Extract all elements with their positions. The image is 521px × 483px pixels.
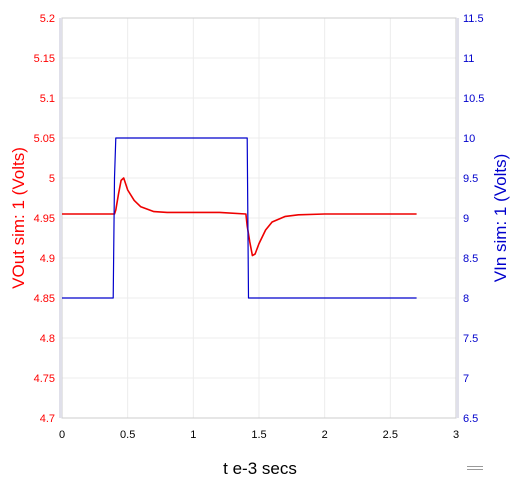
y-left-tick-label: 4.9	[40, 253, 55, 265]
hamburger-icon[interactable]	[467, 466, 483, 473]
y-right-tick-label: 11	[463, 53, 474, 65]
x-tick-label: 0.5	[120, 429, 135, 441]
y-left-tick-label: 4.8	[40, 333, 55, 345]
y-left-tick-label: 5.05	[34, 133, 55, 145]
y-left-tick-label: 4.95	[34, 213, 55, 225]
y-left-tick-label: 5.15	[34, 53, 55, 65]
y-left-tick-label: 5.2	[40, 13, 55, 25]
y-left-tick-label: 5.1	[40, 93, 55, 105]
y-axis-left-label: VOut sim: 1 (Volts)	[9, 147, 28, 289]
y-left-tick-label: 4.75	[34, 373, 55, 385]
y-axis-right-label: VIn sim: 1 (Volts)	[491, 154, 510, 282]
x-tick-label: 0	[59, 429, 65, 441]
x-tick-label: 2	[322, 429, 328, 441]
y-left-ticks: 4.7 4.75 4.8 4.85 4.9 4.95 5 5.05 5.1 5.15 5.2	[34, 13, 55, 425]
x-tick-label: 3	[453, 429, 459, 441]
x-axis-label: t e-3 secs	[223, 459, 297, 478]
y-right-tick-label: 11.5	[463, 13, 484, 25]
y-right-ticks: 6.5 7 7.5 8 8.5 9 9.5 10 10.5 11 11.5	[463, 13, 484, 425]
y-right-tick-label: 9.5	[463, 173, 478, 185]
y-right-tick-label: 6.5	[463, 413, 478, 425]
y-left-tick-label: 4.7	[40, 413, 55, 425]
y-left-tick-label: 4.85	[34, 293, 55, 305]
left-axis-bar	[59, 18, 62, 418]
y-right-tick-label: 10.5	[463, 93, 484, 105]
y-right-tick-label: 7.5	[463, 333, 478, 345]
menu-line	[467, 466, 483, 467]
menu-line	[467, 469, 483, 470]
y-right-tick-label: 8	[463, 293, 469, 305]
x-ticks: 0 0.5 1 1.5 2 2.5 3	[59, 429, 459, 441]
y-right-tick-label: 9	[463, 213, 469, 225]
x-tick-label: 1	[190, 429, 196, 441]
x-tick-label: 2.5	[383, 429, 398, 441]
series-vin-line	[62, 137, 417, 299]
right-axis-bar	[456, 18, 459, 418]
y-right-tick-label: 8.5	[463, 253, 478, 265]
y-right-tick-label: 7	[463, 373, 469, 385]
x-tick-label: 1.5	[251, 429, 266, 441]
grid	[61, 17, 457, 419]
series-vout-line	[62, 177, 417, 257]
series-group	[62, 137, 417, 299]
y-right-tick-label: 10	[463, 133, 475, 145]
y-left-tick-label: 5	[49, 173, 55, 185]
